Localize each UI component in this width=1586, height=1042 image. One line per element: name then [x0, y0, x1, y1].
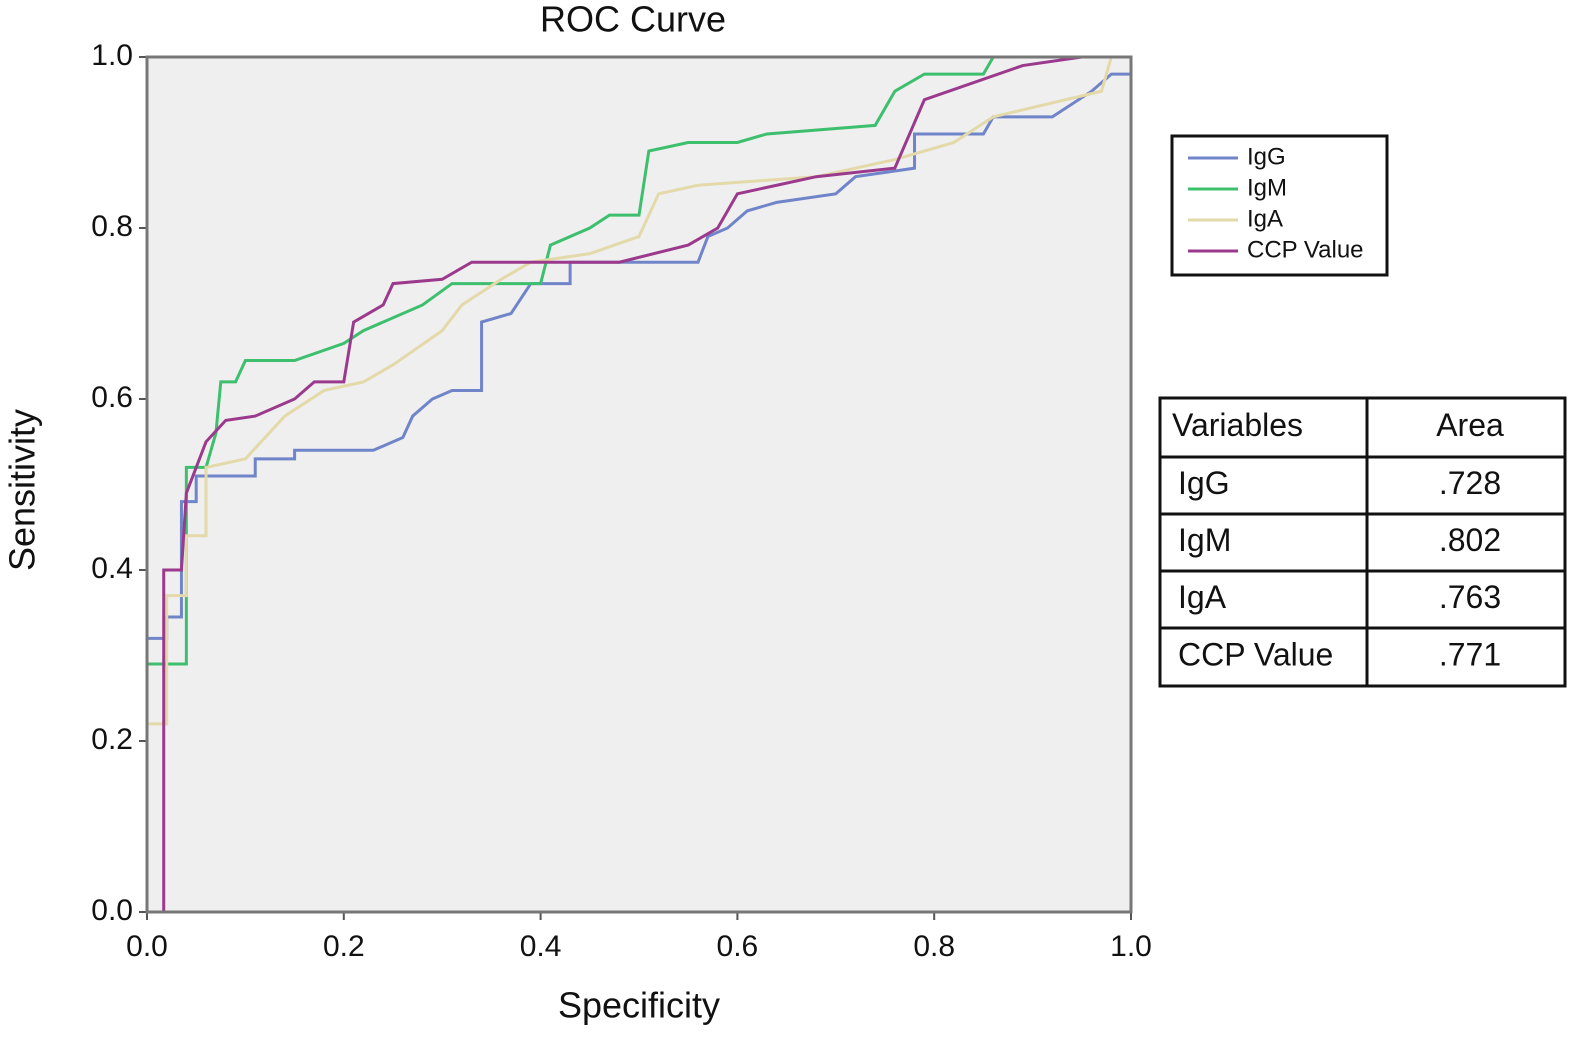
legend-label: CCP Value — [1247, 236, 1364, 263]
x-tick-label: 0.4 — [520, 930, 562, 963]
legend-label: IgA — [1247, 205, 1283, 232]
plot-frame — [145, 55, 1133, 914]
table-cell: .763 — [1439, 579, 1501, 615]
x-tick-label: 0.8 — [913, 930, 955, 963]
y-tick-label: 0.4 — [91, 552, 133, 585]
table-header: Area — [1436, 407, 1504, 443]
table-cell: IgA — [1178, 579, 1227, 615]
x-tick-label: 0.6 — [717, 930, 759, 963]
roc-curve — [145, 57, 1133, 912]
roc-curve — [162, 55, 1131, 912]
table-cell: CCP Value — [1178, 636, 1333, 672]
y-tick-label: 0.8 — [91, 210, 133, 243]
x-tick-label: 0.2 — [323, 930, 365, 963]
chart-title: ROC Curve — [540, 0, 726, 40]
plot-area — [147, 57, 1131, 912]
x-tick-label: 1.0 — [1110, 930, 1152, 963]
table-cell: IgM — [1178, 522, 1231, 558]
table-header: Variables — [1172, 407, 1303, 443]
y-tick-label: 0.6 — [91, 381, 133, 414]
x-axis-label: Specificity — [558, 985, 720, 1026]
table-frame — [1158, 396, 1567, 688]
x-tick-label: 0.0 — [126, 930, 168, 963]
table-cell: IgG — [1178, 465, 1230, 501]
legend-label: IgG — [1247, 143, 1286, 170]
table-cell: .771 — [1439, 636, 1501, 672]
y-tick-label: 1.0 — [91, 39, 133, 72]
y-axis-label: Sensitivity — [2, 409, 43, 571]
y-tick-label: 0.2 — [91, 723, 133, 756]
table-cell: .802 — [1439, 522, 1501, 558]
roc-curve — [145, 55, 1131, 912]
legend-label: IgM — [1247, 174, 1287, 201]
table-cell: .728 — [1439, 465, 1501, 501]
y-tick-label: 0.0 — [91, 894, 133, 927]
roc-curve — [145, 55, 1131, 912]
